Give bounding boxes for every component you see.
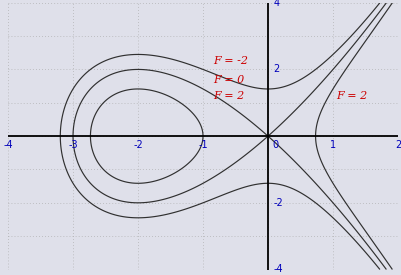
Text: -3: -3: [68, 140, 78, 150]
Text: 4: 4: [273, 0, 279, 8]
Text: 0: 0: [272, 140, 278, 150]
Text: 2: 2: [394, 140, 400, 150]
Text: F = 2: F = 2: [335, 92, 367, 101]
Text: -2: -2: [273, 198, 282, 208]
Text: F = 2: F = 2: [212, 92, 243, 101]
Text: F = -2: F = -2: [212, 56, 247, 67]
Text: 1: 1: [329, 140, 335, 150]
Text: -4: -4: [273, 265, 282, 274]
Text: F = 0: F = 0: [212, 75, 243, 85]
Text: -1: -1: [198, 140, 207, 150]
Text: -2: -2: [133, 140, 142, 150]
Text: -4: -4: [3, 140, 13, 150]
Text: 2: 2: [273, 64, 279, 75]
